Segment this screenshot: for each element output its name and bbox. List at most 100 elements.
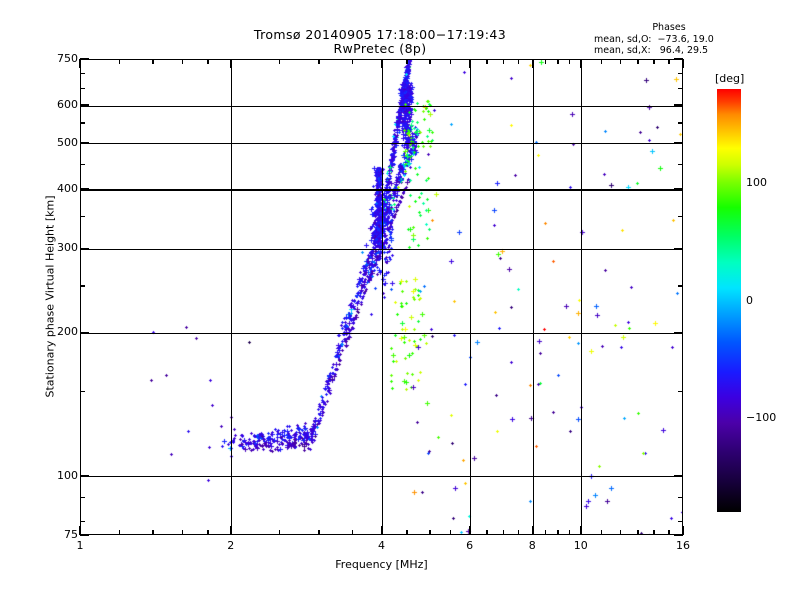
- y-axis-label: Stationary phase Virtual Height [km]: [43, 195, 57, 398]
- colorbar: [717, 89, 741, 512]
- y-tick-label: 200: [57, 325, 78, 339]
- x-tick-minor: [351, 530, 354, 535]
- y-tick-major-right: [674, 534, 683, 536]
- y-tick-major-right: [674, 474, 683, 477]
- x-tick-label: 6: [466, 539, 474, 552]
- x-tick-minor: [502, 530, 504, 535]
- x-tick-minor: [653, 530, 655, 535]
- x-tick-minor-top: [118, 59, 121, 64]
- y-tick-minor-right: [678, 496, 683, 498]
- x-tick-minor: [600, 530, 603, 535]
- x-tick-label: 10: [573, 539, 588, 552]
- x-tick-minor-top: [517, 59, 519, 64]
- x-tick-minor: [619, 530, 622, 535]
- y-tick-major-right: [674, 58, 683, 60]
- y-tick-minor: [80, 520, 85, 523]
- plot-area: [80, 59, 683, 535]
- x-tick-minor: [568, 530, 571, 535]
- x-tick-major-top: [230, 59, 232, 68]
- phase-statistics-annotation: Phases mean, sd,O: −73.6, 19.0 mean, sd,…: [594, 22, 774, 57]
- y-tick-major-right: [674, 188, 683, 190]
- x-tick-major: [230, 526, 232, 535]
- x-tick-major-top: [580, 59, 582, 68]
- x-tick-major: [468, 526, 471, 535]
- x-tick-label: 8: [528, 539, 536, 552]
- x-tick-major: [682, 526, 684, 535]
- x-tick-major: [380, 526, 383, 535]
- x-tick-label: 16: [676, 539, 690, 552]
- stats-header: Phases: [652, 22, 686, 33]
- x-tick-major: [580, 526, 582, 535]
- y-tick-major-right: [674, 247, 683, 250]
- x-tick-minor-top: [429, 59, 431, 64]
- x-tick-minor: [406, 530, 408, 535]
- y-tick-major: [80, 331, 89, 333]
- gridline-vertical: [581, 60, 583, 534]
- x-tick-minor: [557, 530, 559, 535]
- y-tick-minor: [80, 122, 85, 124]
- x-tick-major-top: [380, 59, 383, 68]
- y-tick-minor: [80, 163, 85, 166]
- colorbar-tick-label: −100: [746, 411, 777, 424]
- x-tick-label: 4: [378, 539, 385, 552]
- x-tick-minor-top: [544, 59, 547, 64]
- plot-title-line2: RwPretec (8p): [333, 41, 427, 56]
- x-tick-major: [79, 526, 81, 535]
- x-tick-minor-top: [406, 59, 408, 64]
- y-tick-label: 75: [64, 528, 78, 541]
- y-tick-label: 750: [57, 52, 78, 65]
- colorbar-unit-label: [deg]: [715, 72, 745, 85]
- x-tick-minor: [207, 530, 209, 535]
- y-tick-minor-right: [678, 391, 683, 393]
- y-tick-minor-right: [678, 215, 683, 218]
- y-tick-major: [80, 247, 89, 250]
- x-tick-minor-top: [668, 59, 670, 64]
- x-tick-minor: [181, 530, 183, 535]
- x-tick-minor-top: [502, 59, 504, 64]
- x-tick-minor: [318, 530, 320, 535]
- y-tick-minor: [80, 215, 85, 218]
- x-tick-minor-top: [152, 59, 154, 64]
- x-tick-minor: [517, 530, 519, 535]
- x-tick-minor: [118, 530, 121, 535]
- x-tick-label: 1: [76, 539, 84, 552]
- y-tick-major: [80, 58, 89, 60]
- x-tick-minor: [668, 530, 670, 535]
- y-tick-minor: [80, 72, 85, 74]
- y-tick-minor: [80, 391, 85, 393]
- x-tick-minor-top: [557, 59, 559, 64]
- x-tick-minor: [486, 530, 488, 535]
- gridline-horizontal: [81, 143, 682, 145]
- y-tick-major-right: [674, 142, 683, 144]
- x-tick-major: [531, 526, 533, 535]
- colorbar-gradient: [717, 89, 741, 512]
- gridline-horizontal: [81, 248, 682, 250]
- x-tick-minor-top: [637, 59, 639, 64]
- y-tick-minor-right: [678, 87, 683, 90]
- x-axis-label: Frequency [MHz]: [335, 558, 428, 571]
- y-tick-minor-right: [678, 163, 683, 166]
- x-tick-major-top: [682, 59, 684, 68]
- x-tick-minor-top: [207, 59, 209, 64]
- x-tick-minor-top: [278, 59, 280, 64]
- y-tick-minor-right: [678, 285, 683, 287]
- x-tick-minor: [429, 530, 431, 535]
- x-tick-minor-top: [619, 59, 622, 64]
- y-tick-major: [80, 474, 89, 477]
- x-tick-minor-top: [318, 59, 320, 64]
- plot-title-line1: Tromsø 20140905 17:18:00−17:19:43: [253, 27, 507, 42]
- y-tick-label: 300: [57, 241, 78, 255]
- x-tick-minor-top: [653, 59, 655, 64]
- stats-row-x: mean, sd,X: 96.4, 29.5: [594, 45, 709, 56]
- x-tick-major-top: [468, 59, 471, 68]
- x-tick-minor-top: [181, 59, 183, 64]
- x-tick-minor: [450, 530, 452, 535]
- y-tick-major: [80, 188, 89, 190]
- x-tick-major-top: [79, 59, 81, 68]
- y-tick-major: [80, 534, 89, 536]
- gridline-vertical: [381, 60, 384, 534]
- y-tick-minor-right: [678, 520, 683, 523]
- y-tick-minor: [80, 87, 85, 90]
- stats-row-o: mean, sd,O: −73.6, 19.0: [594, 33, 714, 45]
